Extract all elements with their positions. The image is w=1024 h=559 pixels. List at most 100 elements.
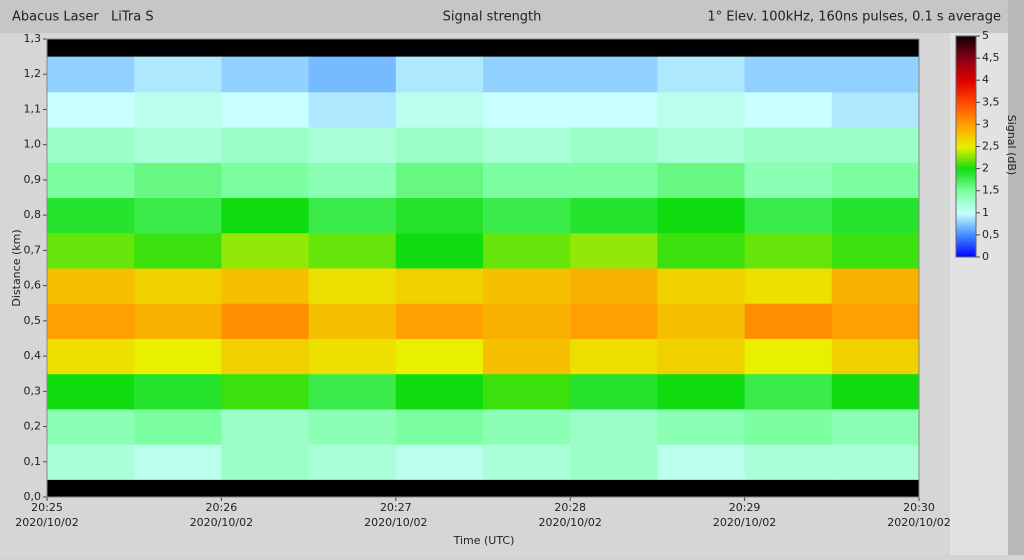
heatmap-cell	[831, 408, 920, 445]
heatmap-cell	[395, 303, 484, 339]
colorbar-step	[956, 132, 976, 135]
colorbar-step	[956, 80, 976, 83]
heatmap-cell	[831, 91, 920, 128]
y-tick-label: 0,1	[24, 455, 42, 468]
colorbar-tick-label: 0	[982, 250, 989, 263]
heatmap-cell	[308, 338, 397, 375]
colorbar-step	[956, 102, 976, 105]
heatmap-cell	[395, 197, 484, 234]
colorbar-tick-label: 1	[982, 206, 989, 219]
colorbar-step	[956, 126, 976, 129]
heatmap-cell	[308, 444, 397, 480]
heatmap-cell	[657, 232, 746, 269]
colorbar-step	[956, 242, 976, 246]
heatmap-cell	[47, 91, 135, 128]
colorbar-step	[956, 212, 976, 216]
x-tick-date: 2020/10/02	[364, 516, 427, 529]
colorbar-step	[956, 50, 976, 53]
colorbar-step	[956, 178, 976, 182]
heatmap-cell	[308, 232, 397, 269]
heatmap-cell	[744, 127, 833, 163]
heatmap-cell	[134, 408, 222, 445]
heatmap-cell	[395, 162, 484, 199]
colorbar-step	[956, 184, 976, 188]
heatmap-cell	[831, 197, 920, 234]
heatmap-cell	[483, 373, 571, 410]
heatmap-cell	[744, 197, 833, 234]
colorbar-step	[956, 156, 976, 160]
y-tick-label: 0,0	[24, 490, 42, 503]
y-tick-label: 0,2	[24, 420, 42, 433]
title-bar	[0, 0, 1024, 33]
heatmap-cell	[221, 56, 310, 93]
heatmap-cell	[221, 232, 310, 269]
heatmap-cell	[47, 338, 135, 375]
colorbar-step	[956, 84, 976, 87]
colorbar-step	[956, 198, 976, 202]
colorbar-step	[956, 38, 976, 41]
colorbar-step	[956, 168, 976, 172]
heatmap-cell	[308, 56, 397, 93]
colorbar-step	[956, 236, 976, 240]
heatmap-cell	[744, 56, 833, 93]
heatmap-cell	[831, 127, 920, 163]
colorbar-step	[956, 182, 976, 186]
settings: 1° Elev. 100kHz, 160ns pulses, 0.1 s ave…	[707, 10, 1001, 25]
colorbar-step	[956, 52, 976, 55]
colorbar-step	[956, 112, 976, 115]
heatmap-cell	[308, 197, 397, 234]
heatmap-cell	[395, 444, 484, 480]
colorbar-step	[956, 82, 976, 85]
colorbar-step	[956, 174, 976, 178]
heatmap-cell	[657, 268, 746, 304]
heatmap-cell	[831, 338, 920, 375]
heatmap-cell	[221, 444, 310, 480]
colorbar-tick-label: 4,5	[982, 51, 1000, 64]
colorbar-step	[956, 118, 976, 121]
y-tick-label: 1,3	[24, 32, 42, 45]
heatmap-cell	[744, 303, 833, 339]
colorbar-step	[956, 36, 976, 39]
colorbar-step	[956, 60, 976, 63]
colorbar-step	[956, 150, 976, 154]
heatmap-cell	[744, 268, 833, 304]
colorbar-step	[956, 70, 976, 73]
heatmap-cell	[570, 373, 658, 410]
colorbar-step	[956, 116, 976, 119]
heatmap-cell	[570, 338, 658, 375]
colorbar-step	[956, 130, 976, 133]
heatmap-cell	[483, 232, 571, 269]
colorbar-step	[956, 86, 976, 89]
heatmap-cell	[395, 338, 484, 375]
heatmap-cell	[744, 444, 833, 480]
heatmap-cell	[134, 268, 222, 304]
colorbar-step	[956, 238, 976, 242]
heatmap-cell	[831, 268, 920, 304]
heatmap-cell	[657, 162, 746, 199]
colorbar-step	[956, 160, 976, 164]
colorbar-step	[956, 200, 976, 204]
heatmap-cell	[221, 197, 310, 234]
heatmap-cell	[570, 127, 658, 163]
heatmap-cell	[744, 232, 833, 269]
y-tick-label: 0,6	[24, 279, 42, 292]
heatmap-cell	[744, 162, 833, 199]
heatmap-cell	[134, 91, 222, 128]
heatmap-cell	[483, 408, 571, 445]
heatmap-cell	[831, 303, 920, 339]
colorbar-step	[956, 66, 976, 69]
heatmap-cell	[221, 338, 310, 375]
heatmap-cell	[308, 373, 397, 410]
x-tick-label: 20:28	[554, 501, 586, 514]
colorbar-step	[956, 136, 976, 139]
heatmap-cell	[657, 408, 746, 445]
colorbar-step	[956, 148, 976, 152]
colorbar-step	[956, 250, 976, 254]
heatmap-cell	[221, 162, 310, 199]
heatmap-cell	[483, 56, 571, 93]
y-tick-label: 0,9	[24, 173, 42, 186]
colorbar-step	[956, 76, 976, 79]
x-axis-label: Time (UTC)	[453, 534, 515, 547]
y-tick-label: 0,3	[24, 384, 42, 397]
x-tick-date: 2020/10/02	[538, 516, 601, 529]
